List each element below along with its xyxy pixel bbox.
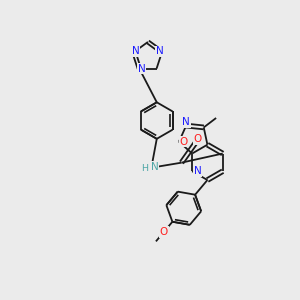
Text: N: N xyxy=(151,162,158,172)
Text: N: N xyxy=(194,166,201,176)
Text: O: O xyxy=(194,134,202,144)
Text: N: N xyxy=(138,64,146,74)
Text: N: N xyxy=(131,46,139,56)
Text: N: N xyxy=(156,46,164,56)
Text: O: O xyxy=(180,137,188,147)
Text: O: O xyxy=(160,227,168,237)
Text: N: N xyxy=(182,117,190,127)
Text: H: H xyxy=(142,164,148,173)
